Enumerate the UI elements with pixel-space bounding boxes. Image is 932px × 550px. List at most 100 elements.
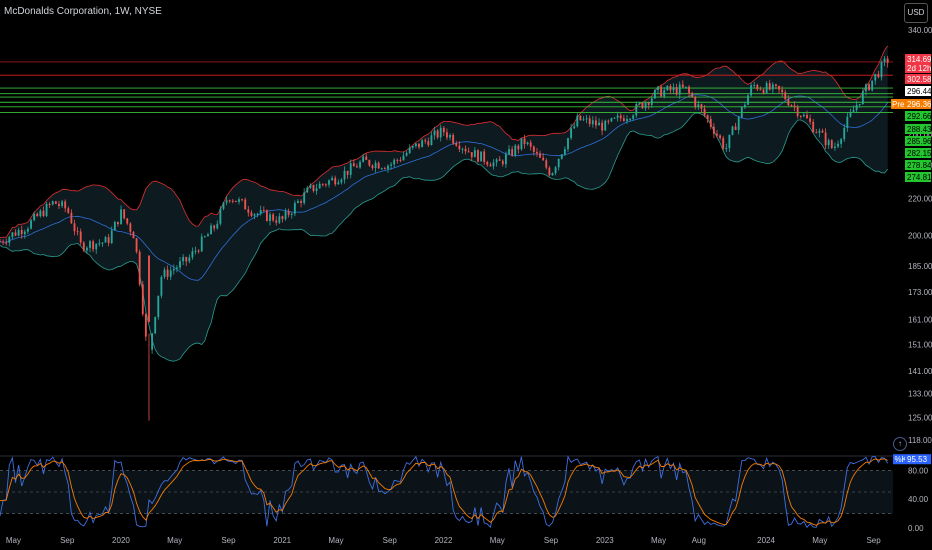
- candle-body: [442, 127, 445, 133]
- band-fill: [0, 45, 888, 362]
- price-tick-label: 161.00: [908, 316, 932, 325]
- candle-body: [706, 115, 709, 120]
- price-tag: 302.58: [907, 75, 932, 84]
- price-tag: 296.44: [907, 87, 932, 96]
- candle-body: [570, 128, 573, 139]
- candle-body: [216, 223, 219, 229]
- chart-title: McDonalds Corporation, 1W, NYSE: [4, 6, 162, 17]
- price-tag: 296.36: [907, 100, 932, 109]
- candle-body: [64, 201, 67, 209]
- candle-body: [436, 130, 439, 138]
- price-tag-bg: [905, 86, 931, 96]
- candle-body: [480, 151, 483, 162]
- candle-body: [265, 210, 268, 222]
- candle-body: [588, 118, 591, 125]
- candle-body: [207, 234, 209, 237]
- candle-body: [787, 99, 790, 106]
- candle-body: [653, 90, 656, 99]
- candle-body: [346, 170, 349, 175]
- candle-body: [610, 118, 613, 122]
- candle-body: [446, 132, 448, 138]
- candle-body: [89, 241, 91, 248]
- candle-body: [635, 103, 638, 116]
- osc-tick-label: 0.00: [908, 524, 924, 533]
- currency-button[interactable]: USD: [904, 3, 928, 23]
- candle-body: [132, 231, 135, 239]
- candle-body: [334, 177, 337, 185]
- candle-body: [598, 122, 600, 126]
- candle-body: [269, 214, 271, 222]
- candle-body: [241, 199, 244, 201]
- candle-body: [731, 126, 734, 135]
- price-tag-bg: [905, 63, 931, 73]
- candle-body: [775, 84, 777, 86]
- candle-body: [126, 218, 129, 224]
- candle-body: [51, 201, 54, 205]
- candle-body: [784, 92, 787, 100]
- candle-body: [278, 216, 281, 223]
- price-tick-label: 125.00: [908, 414, 932, 423]
- price-tick-label: 220.00: [908, 195, 932, 204]
- candle-body: [387, 165, 389, 169]
- candle-body: [672, 87, 675, 91]
- candle-body: [439, 127, 442, 138]
- time-tick-label: May: [328, 536, 343, 545]
- candle-body: [42, 210, 45, 217]
- price-tag: 2d 12h: [907, 64, 931, 73]
- candle-body: [5, 242, 8, 244]
- candle-body: [58, 203, 60, 206]
- candle-body: [399, 159, 402, 161]
- candle-body: [781, 89, 784, 93]
- candle-body: [523, 138, 526, 145]
- candle-body: [172, 268, 175, 271]
- candle-body: [734, 126, 737, 131]
- candle-body: [2, 241, 5, 243]
- candle-body: [312, 184, 315, 191]
- candle-body: [504, 154, 507, 165]
- candle-body: [663, 90, 666, 97]
- candle-body: [591, 120, 594, 125]
- candle-body: [868, 84, 870, 91]
- time-tick-label: 2024: [757, 536, 775, 545]
- candle-body: [309, 184, 312, 188]
- candle-body: [424, 140, 427, 142]
- candle-body: [594, 120, 597, 126]
- scroll-up-icon[interactable]: ↑: [893, 437, 907, 451]
- osc-tick-label: 80.00: [908, 466, 929, 475]
- candle-body: [20, 229, 23, 235]
- middle-band-line: [0, 94, 889, 281]
- candle-body: [756, 84, 759, 90]
- price-tick-label: 173.00: [908, 288, 932, 297]
- candle-body: [700, 104, 703, 109]
- premarket-badge: Pre: [892, 100, 905, 109]
- candle-body: [234, 200, 237, 202]
- candle-body: [67, 208, 70, 213]
- candle-body: [790, 105, 793, 107]
- candle-body: [629, 118, 631, 120]
- candle-body: [799, 115, 802, 117]
- candle-body: [473, 150, 476, 158]
- candle-body: [117, 221, 119, 225]
- candle-body: [321, 183, 324, 185]
- candle-body: [821, 130, 824, 133]
- candle-body: [743, 104, 746, 107]
- candle-body: [762, 89, 765, 94]
- candle-body: [486, 161, 489, 165]
- candle-body: [855, 105, 858, 111]
- time-tick-label: 2021: [273, 536, 291, 545]
- candle-body: [461, 148, 464, 150]
- candle-body: [244, 199, 247, 210]
- candle-body: [585, 118, 588, 120]
- candle-body: [324, 184, 327, 186]
- price-tag: 292.66: [907, 112, 932, 121]
- candle-body: [430, 135, 433, 146]
- candle-body: [495, 159, 498, 163]
- candle-body: [759, 89, 762, 91]
- candle-body: [681, 84, 684, 88]
- candle-body: [638, 103, 641, 105]
- candle-body: [827, 140, 830, 146]
- time-tick-label: May: [812, 536, 827, 545]
- candle-body: [846, 116, 849, 128]
